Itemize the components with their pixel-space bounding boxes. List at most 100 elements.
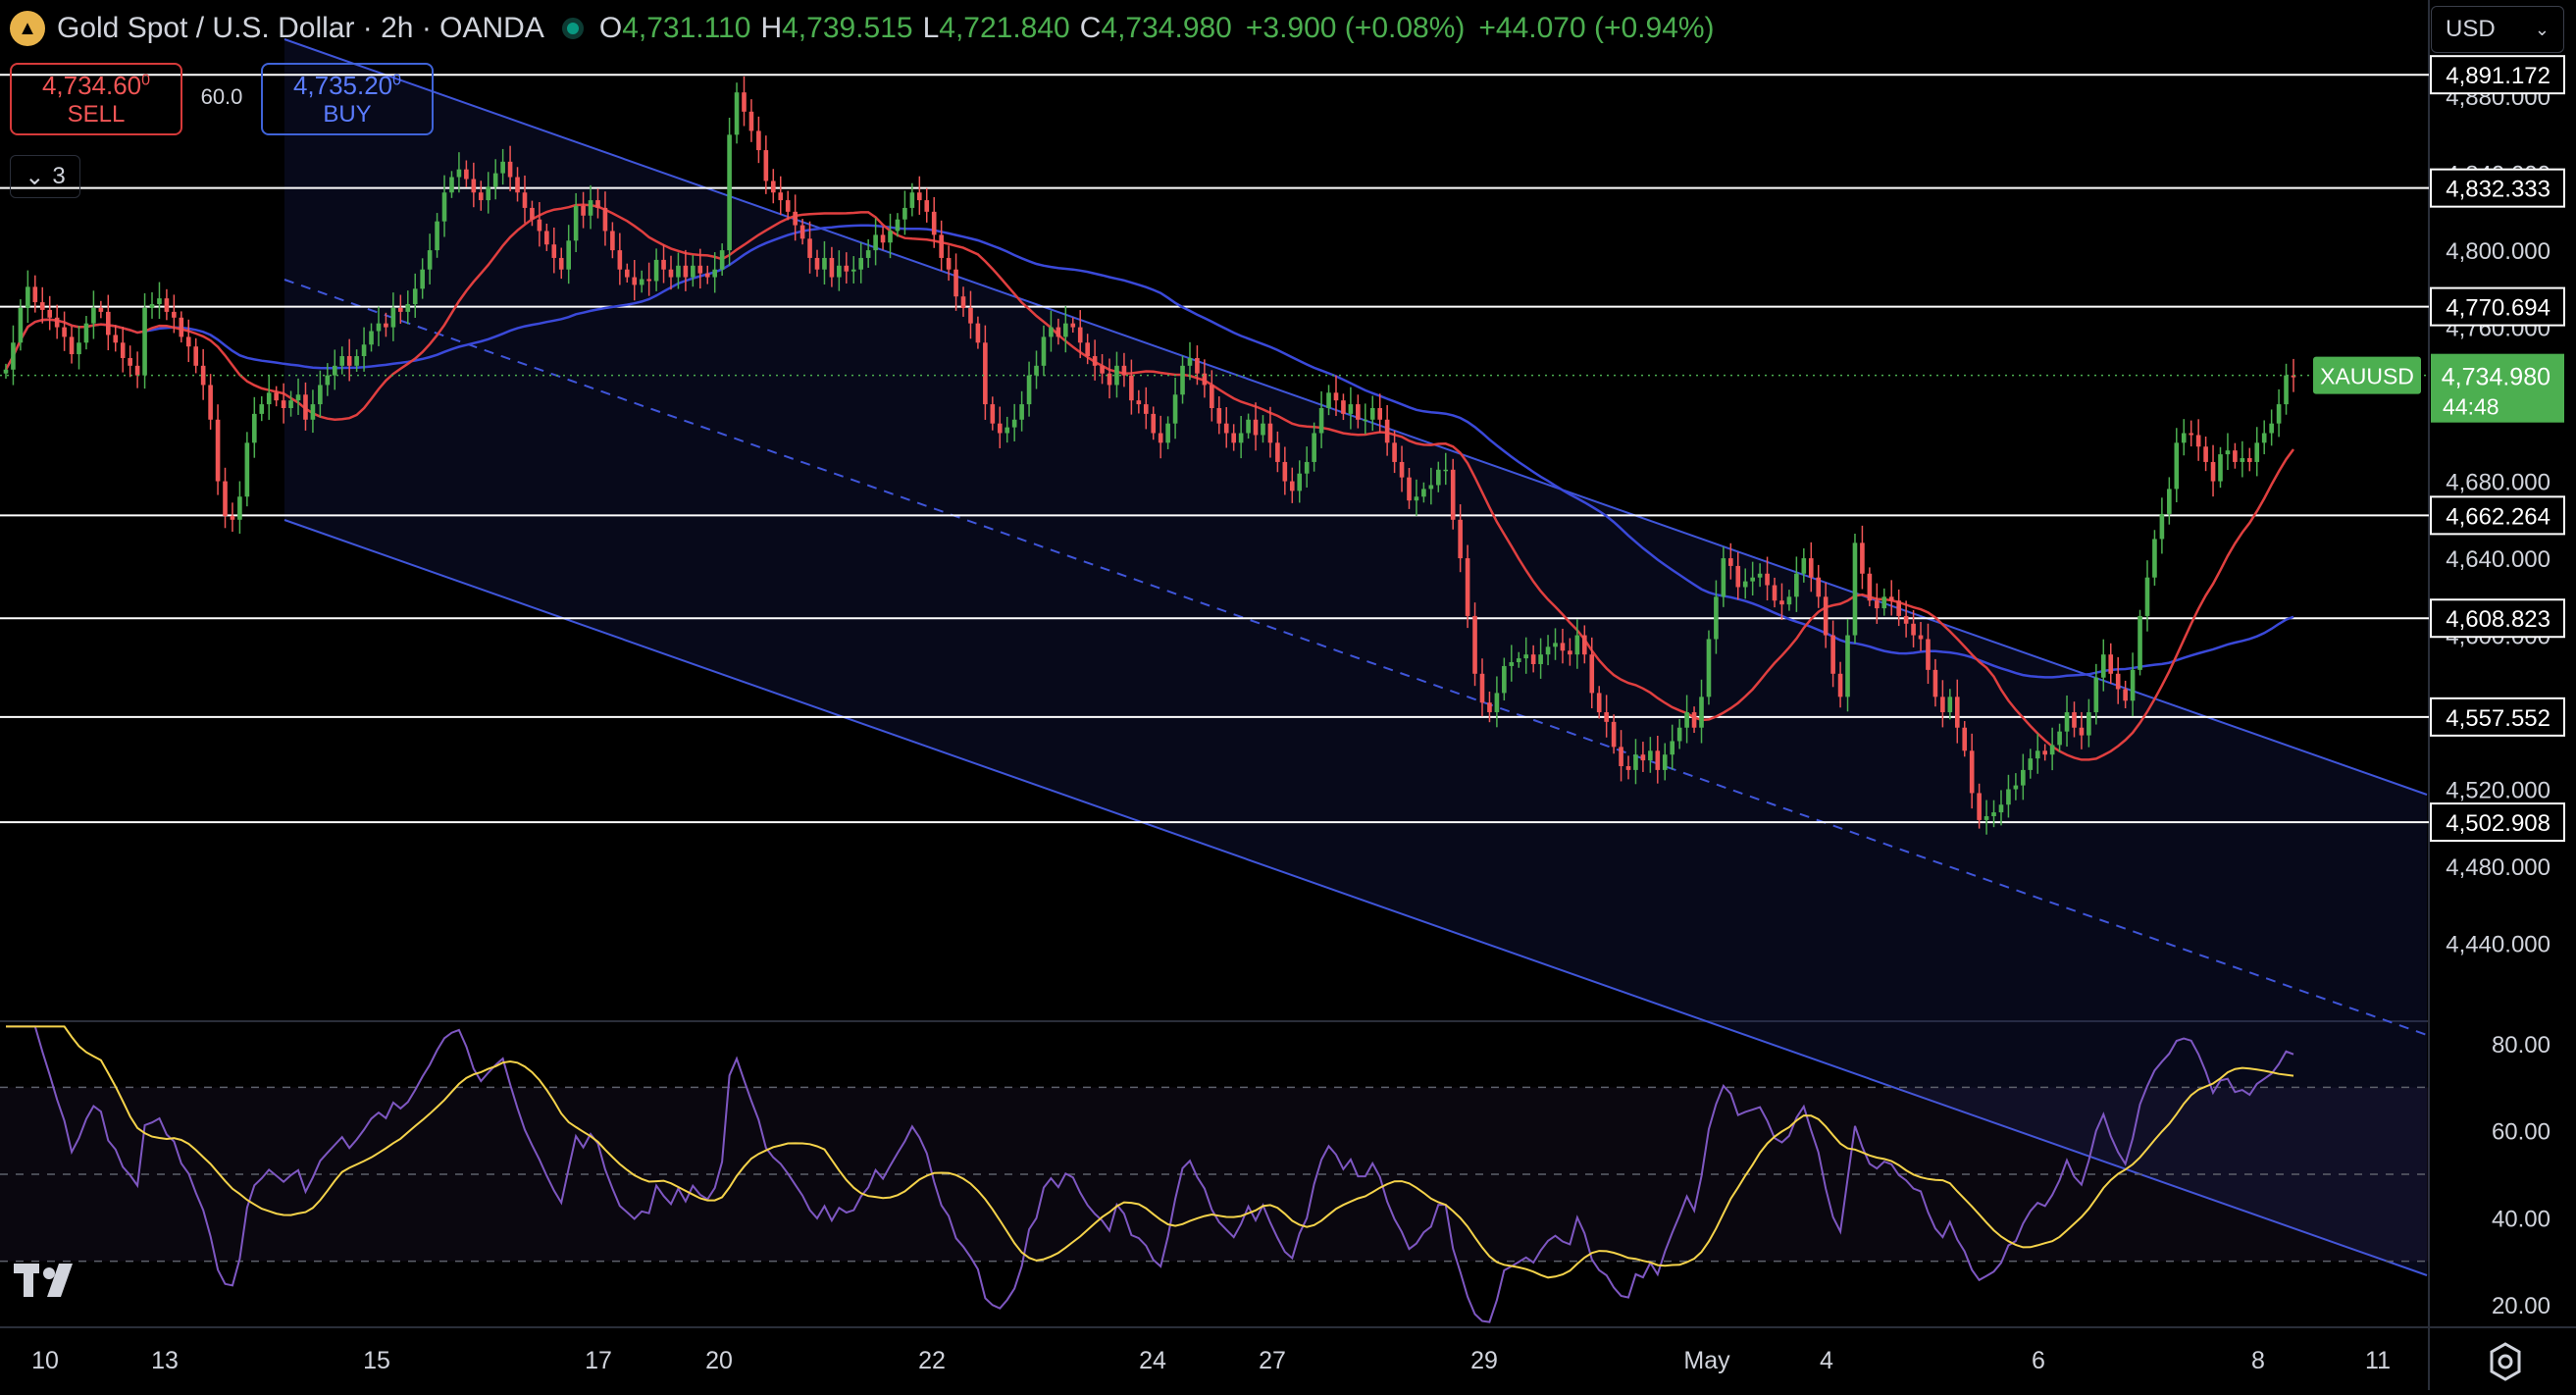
buy-button[interactable]: 4,735.200 BUY: [261, 63, 434, 135]
candle-body: [310, 404, 316, 420]
candle-body: [1706, 639, 1712, 698]
buy-price: 4,735.20: [292, 70, 393, 100]
candle-body: [1348, 404, 1354, 414]
candle-body: [142, 307, 147, 376]
candle-body: [1011, 419, 1017, 428]
buy-price-sup: 0: [392, 71, 402, 88]
level-price-label: 4,832.333: [2446, 177, 2550, 203]
candle-body: [354, 356, 359, 366]
candle-body: [770, 181, 776, 193]
candle-body: [1070, 323, 1076, 328]
candle-body: [1428, 485, 1434, 490]
candle-body: [1860, 542, 1865, 574]
candle-body: [1392, 442, 1397, 462]
candle-body: [939, 234, 944, 258]
candle-body: [412, 288, 418, 305]
candle-body: [1107, 373, 1112, 386]
level-price-tag: [2430, 598, 2565, 639]
candle-body: [1304, 461, 1310, 474]
candle-body: [361, 344, 367, 357]
candle-body: [39, 302, 45, 310]
candle-body: [193, 346, 199, 366]
candle-body: [566, 240, 571, 270]
candle-body: [1969, 750, 1975, 794]
candle-body: [1158, 433, 1163, 443]
candle-body: [346, 356, 352, 366]
candle-body: [318, 385, 323, 405]
candle-body: [2049, 745, 2055, 755]
tradingview-logo-icon[interactable]: [14, 1260, 84, 1303]
level-price-tag: [2430, 55, 2565, 95]
level-price-label: 4,502.908: [2446, 810, 2550, 837]
candle-body: [697, 265, 703, 274]
symbol-title[interactable]: Gold Spot / U.S. Dollar · 2h · OANDA: [57, 12, 544, 44]
candle-body: [149, 304, 155, 308]
candle-body: [2159, 513, 2165, 540]
time-axis-tick: May: [1683, 1347, 1730, 1374]
indicators-toggle[interactable]: ⌄ 3: [10, 155, 80, 198]
candle-body: [1801, 558, 1807, 574]
level-price-tag: [2430, 802, 2565, 843]
candle-body: [1136, 400, 1142, 405]
candle-body: [1875, 600, 1880, 609]
candle-body: [1765, 573, 1770, 586]
currency-select[interactable]: USD ⌄: [2431, 6, 2564, 53]
slow-moving-average: [4, 224, 2294, 679]
candle-body: [1867, 573, 1873, 601]
level-price-tag: [2430, 286, 2565, 327]
candle-body: [844, 265, 850, 272]
candle-body: [2203, 446, 2208, 462]
candle-body: [595, 200, 600, 208]
candle-body: [98, 307, 104, 312]
candle-body: [2028, 758, 2034, 770]
candle-body: [1443, 469, 1449, 472]
candle-body: [2152, 539, 2157, 578]
candle-body: [1808, 558, 1814, 578]
candle-body: [1100, 365, 1105, 374]
candle-body: [668, 269, 674, 278]
candle-body: [837, 265, 842, 278]
candle-body: [610, 231, 615, 251]
candle-body: [157, 298, 162, 305]
chevron-down-icon: ⌄: [2534, 19, 2550, 39]
candle-body: [281, 400, 286, 408]
candle-body: [471, 179, 477, 193]
candle-body: [69, 336, 75, 355]
candle-body: [1721, 558, 1726, 597]
gear-icon[interactable]: [2484, 1340, 2527, 1383]
candle-body: [441, 192, 447, 222]
candle-body: [902, 207, 907, 220]
candle-body: [2021, 769, 2026, 786]
candle-body: [1977, 793, 1982, 820]
candle-body: [1187, 357, 1193, 366]
candle-body: [83, 323, 89, 343]
candle-body: [128, 357, 132, 366]
price-axis-tick: 4,680.000: [2446, 470, 2550, 496]
sell-label: SELL: [67, 100, 126, 128]
candle-body: [1633, 754, 1638, 770]
level-price-tag: [2430, 495, 2565, 536]
candle-body: [1750, 577, 1755, 582]
sell-button[interactable]: 4,734.600 SELL: [10, 63, 182, 135]
ohlc-high: 4,739.515: [782, 12, 913, 44]
candle-body: [2115, 673, 2121, 690]
candle-body: [960, 296, 966, 308]
candle-body: [1757, 573, 1763, 578]
candle-body: [748, 111, 754, 131]
chevron-down-icon: ⌄: [25, 163, 45, 190]
candle-body: [274, 392, 279, 401]
candle-body: [1816, 577, 1822, 597]
candle-body: [1947, 697, 1953, 713]
candle-body: [807, 238, 812, 258]
level-price-label: 4,557.552: [2446, 705, 2550, 732]
candle-body: [134, 365, 140, 376]
candle-body: [2181, 433, 2187, 443]
candle-body: [507, 161, 513, 178]
market-open-icon: [561, 18, 584, 39]
candle-body: [1823, 596, 1829, 636]
candle-body: [32, 286, 38, 303]
candle-body: [1954, 697, 1960, 728]
candle-body: [1962, 727, 1968, 751]
